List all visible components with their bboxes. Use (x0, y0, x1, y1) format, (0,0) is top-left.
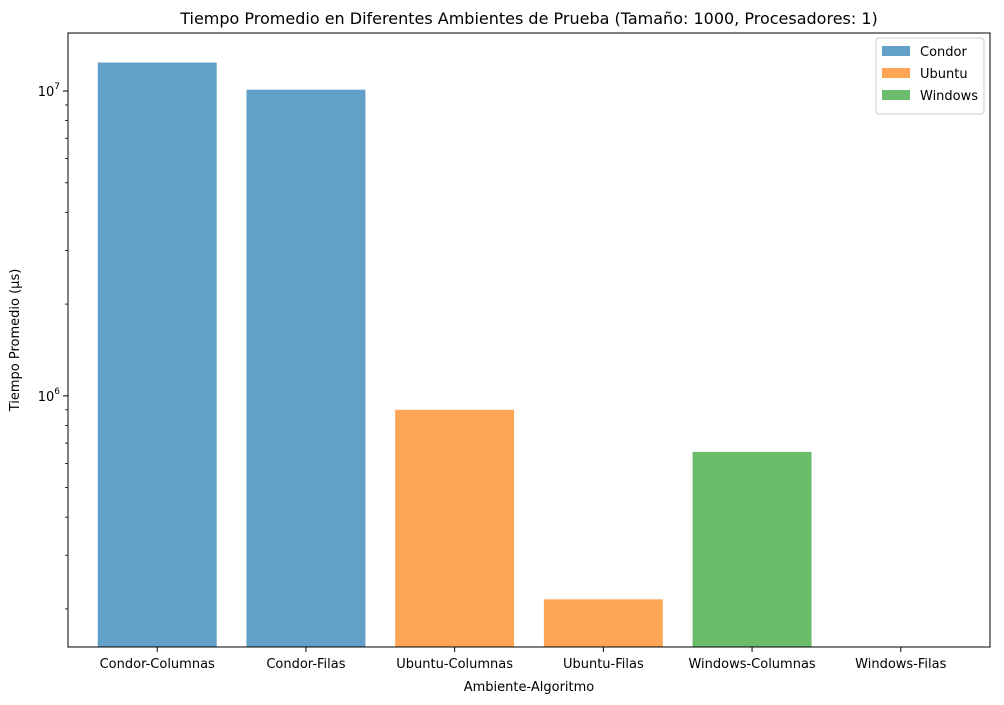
x-tick-label: Condor-Filas (266, 657, 345, 672)
y-axis-ticks: 106 107 (38, 82, 68, 610)
x-tick-label: Ubuntu-Filas (563, 657, 644, 672)
bar-windows-columnas (692, 451, 812, 647)
chart-title: Tiempo Promedio en Diferentes Ambientes … (179, 9, 878, 28)
x-axis-label: Ambiente-Algoritmo (464, 680, 595, 695)
legend-swatch-ubuntu (882, 68, 910, 78)
y-tick-label: 106 (38, 387, 61, 405)
legend-label-ubuntu: Ubuntu (920, 67, 968, 82)
x-tick-label: Windows-Columnas (688, 657, 815, 672)
x-tick-label: Condor-Columnas (100, 657, 215, 672)
x-tick-label: Ubuntu-Columnas (396, 657, 513, 672)
legend-label-condor: Condor (920, 45, 967, 60)
bars-group (97, 62, 812, 648)
bar-ubuntu-filas (543, 599, 663, 647)
x-tick-label: Windows-Filas (855, 657, 946, 672)
legend-swatch-windows (882, 90, 910, 100)
legend-label-windows: Windows (920, 89, 978, 104)
bar-ubuntu-columnas (395, 409, 515, 647)
y-axis-label: Tiempo Promedio (μs) (8, 269, 23, 413)
bar-condor-columnas (97, 62, 217, 648)
x-axis-ticks: Condor-Columnas Condor-Filas Ubuntu-Column… (100, 647, 947, 672)
legend: Condor Ubuntu Windows (875, 37, 985, 115)
y-tick-label: 107 (38, 82, 60, 100)
legend-swatch-condor (882, 46, 910, 56)
plot-area-frame (67, 32, 991, 648)
bar-condor-filas (246, 89, 366, 648)
